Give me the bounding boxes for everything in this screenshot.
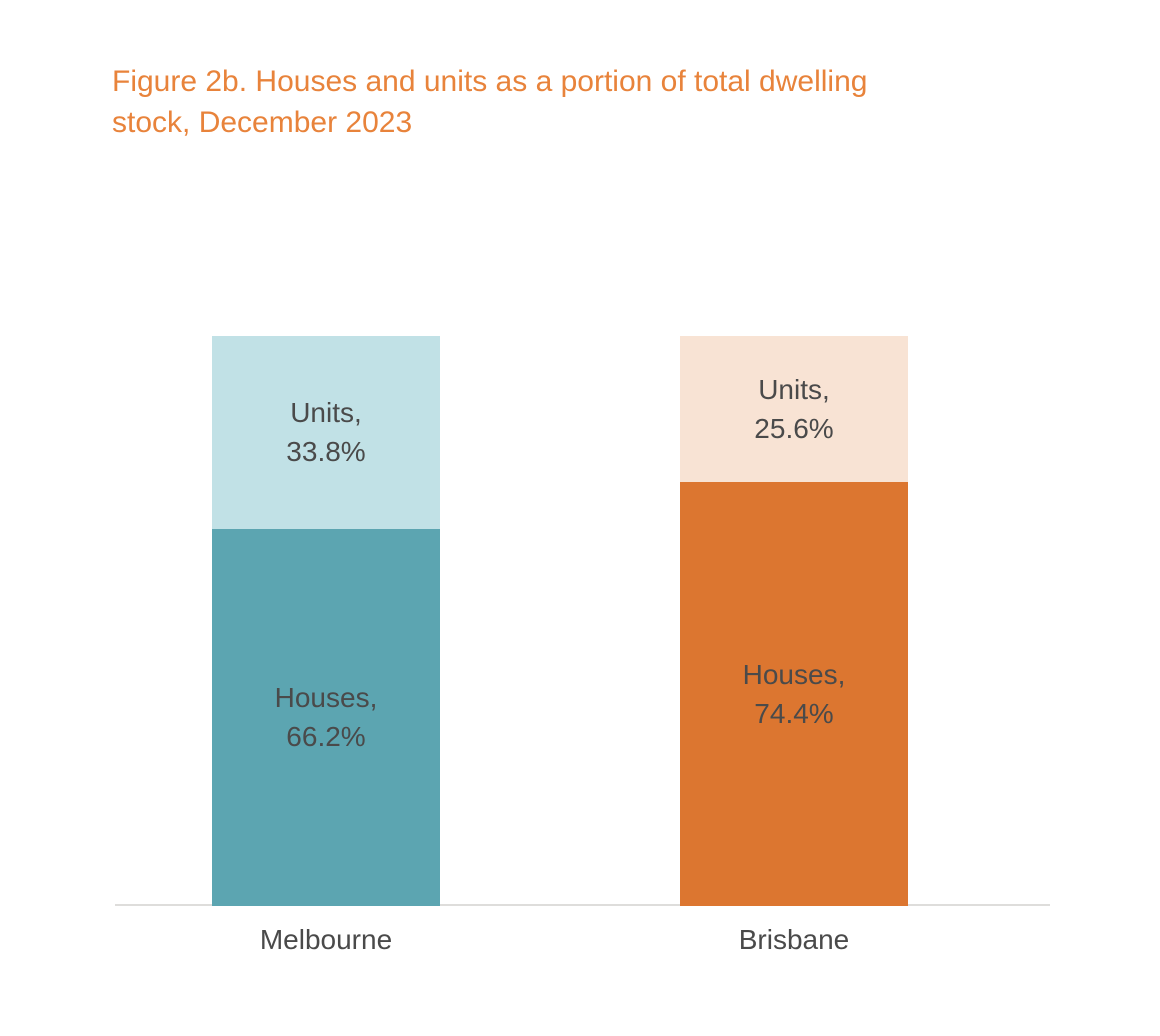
- segment-label: Houses,66.2%: [275, 678, 378, 756]
- segment-brisbane-units: Units,25.6%: [680, 336, 908, 482]
- segment-label-name: Houses,: [743, 655, 846, 694]
- segment-label-value: 25.6%: [754, 409, 833, 448]
- chart-title: Figure 2b. Houses and units as a portion…: [112, 62, 872, 143]
- segment-label: Units,25.6%: [754, 370, 833, 448]
- segment-label-name: Units,: [754, 370, 833, 409]
- segment-label: Houses,74.4%: [743, 655, 846, 733]
- segment-brisbane-houses: Houses,74.4%: [680, 482, 908, 906]
- segment-label: Units,33.8%: [286, 393, 365, 471]
- bar-melbourne: Units,33.8% Houses,66.2%: [212, 336, 440, 906]
- segment-melbourne-houses: Houses,66.2%: [212, 529, 440, 906]
- bar-brisbane: Units,25.6% Houses,74.4%: [680, 336, 908, 906]
- segment-label-value: 74.4%: [743, 694, 846, 733]
- x-axis-label-melbourne: Melbourne: [212, 924, 440, 956]
- chart-area: Units,33.8%Houses,66.2%MelbourneUnits,25…: [115, 330, 1050, 906]
- segment-label-name: Units,: [286, 393, 365, 432]
- segment-melbourne-units: Units,33.8%: [212, 336, 440, 529]
- segment-label-name: Houses,: [275, 678, 378, 717]
- segment-label-value: 66.2%: [275, 717, 378, 756]
- x-axis-label-brisbane: Brisbane: [680, 924, 908, 956]
- segment-label-value: 33.8%: [286, 432, 365, 471]
